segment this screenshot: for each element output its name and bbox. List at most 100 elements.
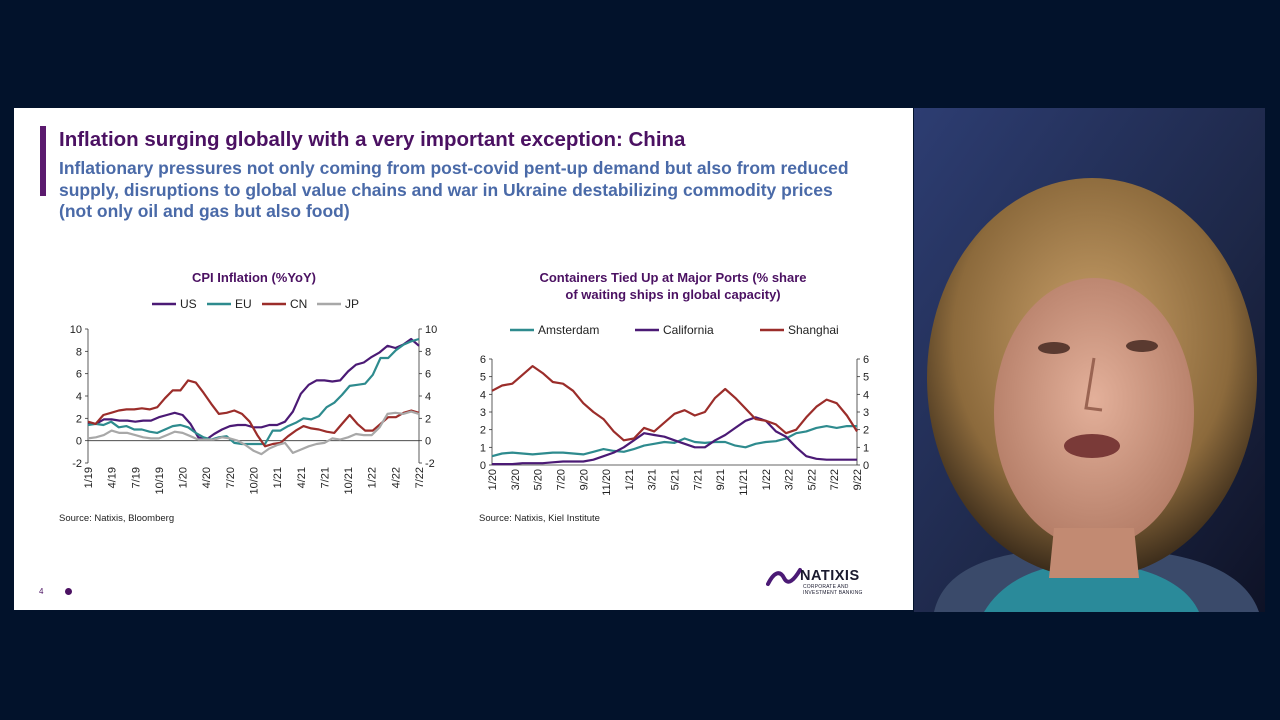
x-tick-label: 1/21 [624,469,636,490]
x-tick-label: 1/20 [487,469,499,490]
x-tick-label: 4/20 [201,467,213,488]
series-line-california [492,416,857,466]
x-tick-label: 7/22 [414,467,426,488]
x-tick-label: 4/19 [107,467,119,488]
chart-title-line-1: Containers Tied Up at Major Ports (% sha… [539,270,806,285]
x-tick-label: 3/20 [510,469,522,490]
presenter-face [994,278,1194,548]
y-tick-label-left: 5 [480,372,486,384]
x-tick-label: 1/20 [178,467,190,488]
series-line-eu [87,337,420,446]
x-tick-label: 9/20 [578,469,590,490]
presenter-top [984,563,1199,612]
series-line-cn [87,379,420,448]
y-tick-label-left: 2 [76,413,82,425]
x-tick-label: 1/19 [83,467,95,488]
x-tick-label: 11/21 [738,469,750,496]
presenter-mouth [1064,434,1120,458]
y-tick-label-left: 4 [480,389,486,401]
x-tick-label: 7/19 [130,467,142,488]
slide-subtitle: Inflationary pressures not only coming f… [59,158,849,221]
y-tick-label-right: 6 [863,354,869,366]
chart-title: CPI Inflation (%YoY) [192,270,316,285]
legend-label-eu: EU [235,297,252,311]
x-tick-label: 10/19 [154,467,166,495]
y-tick-label-left: 3 [480,407,486,419]
logo-name: NATIXIS [800,568,860,584]
y-tick-label-right: 2 [425,413,431,425]
page-number: 4 [39,587,44,596]
natixis-swoosh-icon [766,568,802,586]
y-tick-label-right: 10 [425,324,437,336]
webcam-video [914,108,1265,612]
y-tick-label-left: 6 [76,369,82,381]
chart-title-line-2: of waiting ships in global capacity) [565,287,780,302]
presenter-eye-left [1038,342,1070,354]
chart-source: Source: Natixis, Bloomberg [59,513,174,524]
presenter-eye-right [1126,340,1158,352]
y-tick-label-left: 4 [76,391,82,403]
y-tick-label-right: 8 [425,346,431,358]
y-tick-label-right: 1 [863,442,869,454]
y-tick-label-right: 6 [425,369,431,381]
y-tick-label-right: 4 [425,391,431,403]
legend-label-california: California [663,323,714,337]
y-tick-label-right: 5 [863,372,869,384]
presenter-video-frame [914,108,1265,612]
slide-title: Inflation surging globally with a very i… [59,128,686,151]
x-tick-label: 9/21 [715,469,727,490]
chart-legend: US EU CN JP [152,297,359,311]
y-tick-label-right: 2 [863,425,869,437]
title-accent-bar [40,126,46,196]
logo-tagline-1: CORPORATE AND [803,584,849,590]
x-tick-label: 7/21 [319,467,331,488]
x-tick-label: 1/22 [367,467,379,488]
y-tick-label-right: 3 [863,407,869,419]
page-dot-icon [65,588,72,595]
y-tick-label-left: 2 [480,425,486,437]
natixis-logo: NATIXIS CORPORATE AND INVESTMENT BANKING [766,564,886,598]
x-tick-label: 7/22 [829,469,841,490]
x-tick-label: 1/22 [761,469,773,490]
x-tick-label: 3/22 [784,469,796,490]
y-tick-label-right: -2 [425,458,435,470]
y-tick-label-right: 0 [863,460,869,472]
legend-label-amsterdam: Amsterdam [538,323,599,337]
legend-label-shanghai: Shanghai [788,323,839,337]
presenter-neck [1049,528,1139,578]
logo-tagline: CORPORATE AND INVESTMENT BANKING [803,584,883,596]
y-tick-label-left: 6 [480,354,486,366]
presenter-nose [1084,357,1103,412]
x-tick-label: 10/20 [249,467,261,495]
y-tick-label-left: 0 [76,436,82,448]
containers-ports-chart: Containers Tied Up at Major Ports (% sha… [479,270,869,524]
x-tick-label: 11/20 [601,469,613,496]
y-tick-label-left: 10 [70,324,82,336]
legend-label-us: US [180,297,197,311]
x-tick-label: 5/20 [533,469,545,490]
x-tick-label: 3/21 [647,469,659,490]
cpi-inflation-chart: CPI Inflation (%YoY) US EU CN JP -2 0 2 4 6 8 10 -… [59,270,437,524]
legend-label-jp: JP [345,297,359,311]
x-tick-label: 5/22 [806,469,818,490]
y-tick-label-left: 8 [76,346,82,358]
chart-legend: Amsterdam California Shanghai [510,323,839,337]
y-tick-label-right: 4 [863,389,869,401]
y-tick-label-left: -2 [72,458,82,470]
x-tick-label: 9/22 [852,469,864,490]
series-line-jp [87,410,420,456]
series-line-amsterdam [491,425,857,458]
y-tick-label-left: 1 [480,442,486,454]
slide: Inflation surging globally with a very i… [14,108,913,610]
series-line-shanghai [491,364,858,442]
x-tick-label: 7/20 [555,469,567,490]
x-tick-label: 5/21 [670,469,682,490]
logo-tagline-2: INVESTMENT BANKING [803,589,863,596]
x-tick-label: 10/21 [343,467,355,495]
x-tick-label: 7/20 [225,467,237,488]
legend-label-cn: CN [290,297,307,311]
y-tick-label-right: 0 [425,436,431,448]
y-tick-label-left: 0 [480,460,486,472]
x-tick-label: 4/21 [296,467,308,488]
x-tick-label: 7/21 [692,469,704,490]
